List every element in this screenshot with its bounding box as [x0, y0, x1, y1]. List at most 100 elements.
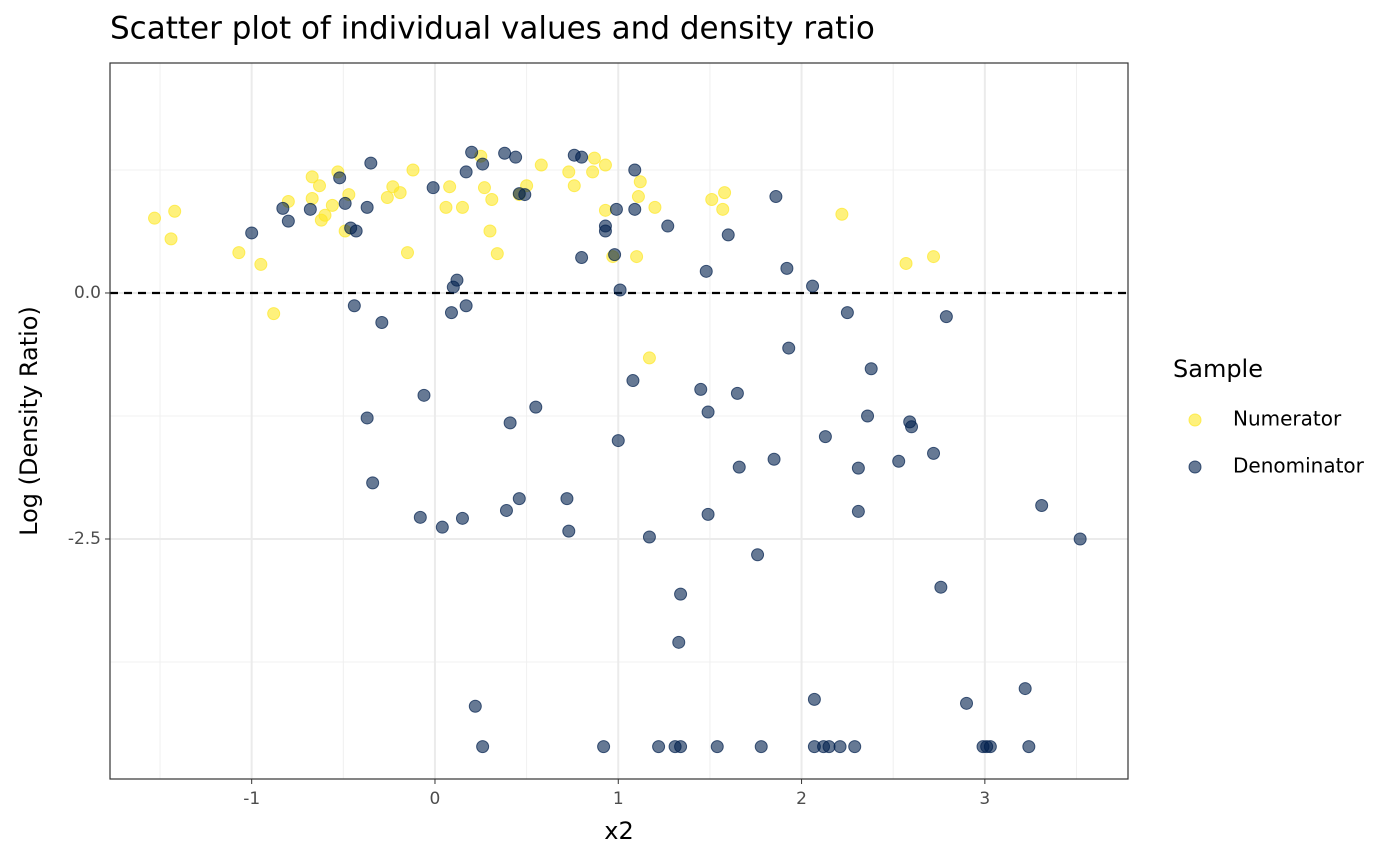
plot-border — [109, 62, 1129, 780]
point — [503, 416, 517, 430]
point — [899, 256, 913, 270]
point — [512, 492, 526, 506]
point — [498, 146, 512, 160]
point — [444, 306, 458, 320]
point — [705, 192, 719, 206]
point — [417, 388, 431, 402]
point — [630, 250, 644, 264]
point — [699, 264, 713, 278]
point — [626, 374, 640, 388]
x-tick-label: 3 — [979, 789, 990, 809]
point — [833, 740, 847, 754]
point — [562, 524, 576, 538]
point — [597, 740, 611, 754]
point — [267, 307, 281, 321]
point — [848, 740, 862, 754]
point — [587, 151, 601, 165]
point — [818, 430, 832, 444]
point — [642, 351, 656, 365]
point — [380, 191, 394, 205]
point — [465, 145, 479, 159]
point — [435, 520, 449, 534]
point — [905, 420, 919, 434]
x-tick-label: 0 — [430, 789, 441, 809]
point — [718, 186, 732, 200]
point — [661, 219, 675, 233]
point — [782, 341, 796, 355]
point — [822, 740, 836, 754]
point — [598, 158, 612, 172]
point — [499, 503, 513, 517]
point — [628, 202, 642, 216]
point — [164, 232, 178, 246]
point — [628, 163, 642, 177]
point — [721, 228, 735, 242]
point — [560, 492, 574, 506]
point — [586, 165, 600, 179]
point — [349, 224, 363, 238]
point — [567, 179, 581, 193]
point — [694, 382, 708, 396]
point — [148, 211, 162, 225]
point — [534, 158, 548, 172]
point — [1073, 532, 1087, 546]
point — [468, 699, 482, 713]
point — [360, 411, 374, 425]
point — [633, 175, 647, 189]
point — [701, 405, 715, 419]
point — [835, 207, 849, 221]
point — [360, 200, 374, 214]
point — [598, 224, 612, 238]
legend-label: Numerator — [1233, 407, 1342, 431]
point — [701, 507, 715, 521]
point — [168, 204, 182, 218]
chart-title: Scatter plot of individual values and de… — [110, 11, 875, 47]
point — [732, 460, 746, 474]
point — [608, 248, 622, 262]
point — [490, 247, 504, 261]
point — [254, 257, 268, 271]
point — [780, 261, 794, 275]
point — [730, 386, 744, 400]
point — [983, 740, 997, 754]
point — [281, 214, 295, 228]
point — [864, 362, 878, 376]
point — [400, 246, 414, 260]
point — [303, 202, 317, 216]
point — [861, 409, 875, 423]
point — [455, 511, 469, 525]
x-tick-label: 2 — [796, 789, 807, 809]
point — [806, 279, 820, 293]
point — [483, 224, 497, 238]
point — [393, 186, 407, 200]
point — [413, 510, 427, 524]
point — [485, 192, 499, 206]
legend-label: Denominator — [1233, 454, 1365, 478]
point — [751, 548, 765, 562]
point — [652, 740, 666, 754]
point — [305, 192, 319, 206]
x-tick-label: 1 — [613, 789, 624, 809]
point — [927, 250, 941, 264]
point — [674, 740, 688, 754]
point — [443, 180, 457, 194]
x-axis-label: x2 — [604, 817, 633, 845]
point — [575, 150, 589, 164]
point — [476, 740, 490, 754]
point — [477, 181, 491, 195]
point — [927, 446, 941, 460]
legend-swatch — [1188, 413, 1202, 427]
point — [851, 504, 865, 518]
point — [613, 283, 627, 297]
point — [364, 156, 378, 170]
point — [611, 434, 625, 448]
point — [631, 190, 645, 204]
point — [245, 226, 259, 240]
point — [509, 150, 523, 164]
point — [305, 170, 319, 184]
point — [892, 454, 906, 468]
point — [459, 165, 473, 179]
y-axis-label: Log (Density Ratio) — [15, 306, 43, 536]
point — [318, 208, 332, 222]
